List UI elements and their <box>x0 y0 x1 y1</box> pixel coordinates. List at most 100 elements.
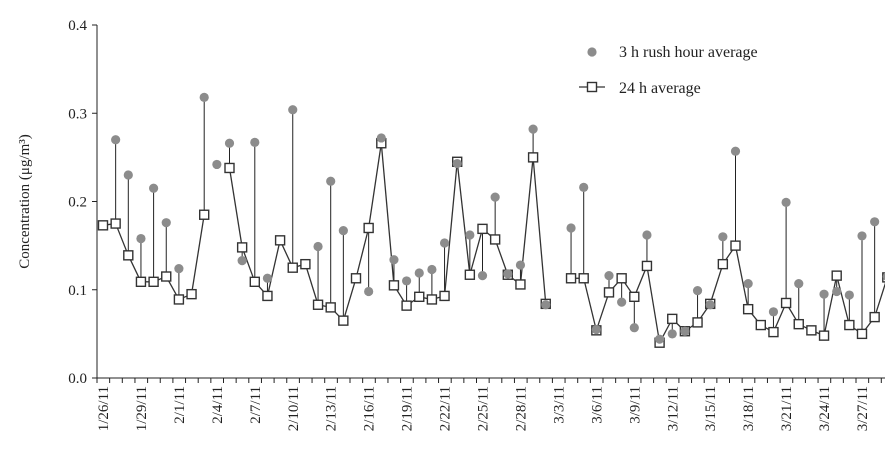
y-tick-label: 0.1 <box>68 283 87 299</box>
average-point <box>742 303 754 315</box>
average-point <box>439 290 450 302</box>
y-axis-label: Concentration (μg/m³) <box>17 134 33 269</box>
rush-hour-point <box>832 286 842 297</box>
average-point <box>414 291 425 303</box>
rush-hour-point <box>288 105 298 115</box>
average-point <box>274 235 286 246</box>
average-line-segment <box>583 278 597 331</box>
average-point <box>300 258 311 270</box>
x-tick-label: 2/25/11 <box>476 386 492 431</box>
rush-hour-point <box>161 218 171 228</box>
average-point <box>755 319 766 331</box>
rush-hour-point <box>250 137 260 147</box>
average-point <box>97 220 109 231</box>
average-point <box>338 315 349 326</box>
x-tick-label: 2/13/11 <box>324 386 340 431</box>
average-point <box>616 273 627 284</box>
rush-hour-point <box>477 271 488 281</box>
average-point <box>224 162 235 174</box>
y-tick-label: 0.3 <box>68 106 87 122</box>
legend-rush-hour-marker <box>587 47 597 57</box>
average-point <box>629 291 640 303</box>
x-tick-label: 2/10/11 <box>286 386 302 431</box>
x-tick-label: 3/27/11 <box>855 386 871 431</box>
average-point <box>325 302 336 313</box>
rush-hour-point <box>123 170 133 180</box>
average-line-segment <box>355 227 370 279</box>
rush-hour-point <box>149 183 159 193</box>
x-tick-label: 3/15/11 <box>703 386 719 431</box>
rush-hour-point <box>111 135 121 145</box>
average-point <box>186 288 197 300</box>
rush-hour-point <box>667 329 677 339</box>
x-tick-label: 3/24/11 <box>817 386 833 431</box>
average-point <box>806 325 817 336</box>
x-tick-label: 1/29/11 <box>134 386 150 431</box>
rush-hour-point <box>541 300 551 310</box>
rush-hour-point <box>237 256 247 266</box>
rush-hour-point <box>743 278 753 289</box>
rush-hour-point <box>136 233 146 244</box>
average-line-segment <box>456 161 471 275</box>
average-line-segment <box>266 240 281 297</box>
average-point <box>780 297 792 309</box>
rush-hour-point <box>882 272 885 281</box>
x-tick-label: 3/3/11 <box>551 386 567 424</box>
average-point <box>717 258 729 270</box>
average-line-segment <box>380 143 395 286</box>
rush-hour-point <box>566 223 576 233</box>
rush-hour-point <box>364 286 374 297</box>
average-line-segment <box>823 275 838 336</box>
rush-hour-point <box>680 326 690 336</box>
rush-hour-point <box>642 230 652 240</box>
rush-hour-point <box>465 230 475 240</box>
average-point <box>198 209 210 220</box>
legend-rush-hour-label: 3 h rush hour average <box>619 44 758 61</box>
average-point <box>667 313 678 325</box>
average-point <box>363 222 374 234</box>
average-point <box>641 260 653 272</box>
legend-average-label: 24 h average <box>619 80 701 97</box>
average-line-segment <box>228 167 243 248</box>
average-point <box>312 299 324 310</box>
rush-hour-point <box>781 197 791 207</box>
average-line-segment <box>874 282 885 318</box>
average-point <box>527 152 539 163</box>
rush-hour-point <box>705 300 715 310</box>
x-tick-label: 2/22/11 <box>438 386 454 431</box>
average-line-segment <box>734 245 749 310</box>
average-point <box>477 223 488 235</box>
average-line-segment <box>595 292 610 331</box>
average-point <box>869 311 880 323</box>
x-tick-label: 2/4/11 <box>210 386 226 424</box>
rush-hour-point <box>414 268 424 278</box>
average-point <box>768 326 779 338</box>
rush-hour-point <box>262 273 273 283</box>
rush-hour-point <box>730 146 741 156</box>
average-point <box>831 270 842 281</box>
x-tick-label: 3/18/11 <box>741 386 757 431</box>
average-point <box>426 294 438 305</box>
rush-hour-point <box>629 323 639 333</box>
rush-hour-point <box>326 176 336 186</box>
rush-hour-point <box>819 289 829 299</box>
rush-hour-point <box>427 264 437 275</box>
x-tick-label: 2/28/11 <box>513 386 529 431</box>
x-tick-label: 2/19/11 <box>400 386 416 431</box>
x-tick-label: 3/9/11 <box>627 386 643 424</box>
average-line-segment <box>532 157 547 304</box>
average-point <box>578 273 589 284</box>
average-point <box>249 276 261 288</box>
average-point <box>388 280 400 291</box>
average-point <box>262 290 273 302</box>
rush-hour-point <box>692 286 703 296</box>
x-tick-label: 1/26/11 <box>96 386 112 431</box>
rush-hour-point <box>224 138 235 148</box>
rush-hour-point <box>452 158 462 169</box>
average-line-segment <box>469 228 484 275</box>
average-point <box>135 276 147 288</box>
y-axis: 0.0 0.1 0.2 0.3 0.4 <box>68 18 98 387</box>
average-point <box>844 319 855 331</box>
rush-hour-point <box>199 92 209 102</box>
rush-hour-series <box>111 92 885 344</box>
